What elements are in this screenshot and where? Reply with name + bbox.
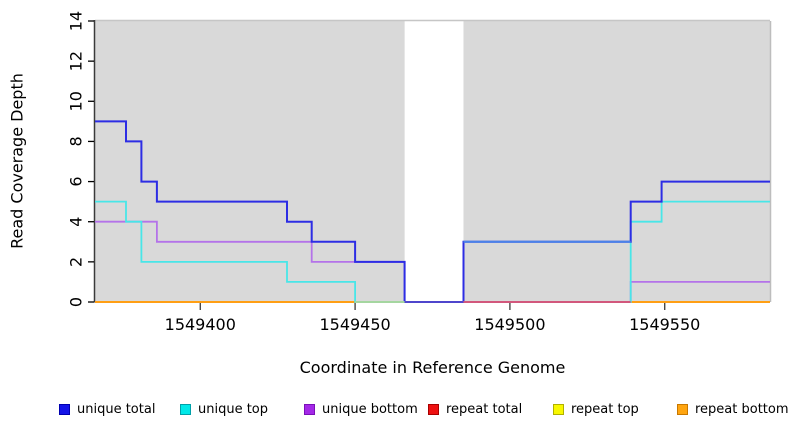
- y-tick-label: 8: [67, 136, 86, 146]
- legend-swatch-repeat-bottom: [677, 403, 688, 415]
- legend-item-repeat-top: repeat top: [553, 398, 639, 420]
- x-tick-label: 1549450: [319, 315, 390, 334]
- legend-label-repeat-top: repeat top: [571, 401, 639, 417]
- y-tick-label: 6: [67, 176, 86, 186]
- legend-swatch-unique-total: [59, 403, 70, 415]
- x-tick-label: 1549400: [165, 315, 236, 334]
- legend-swatch-unique-bottom: [304, 403, 315, 415]
- y-tick-label: 2: [67, 257, 86, 267]
- legend-swatch-repeat-total: [428, 403, 439, 415]
- legend-label-unique-bottom: unique bottom: [322, 401, 418, 417]
- legend-label-repeat-total: repeat total: [446, 401, 523, 417]
- legend-item-unique-total: unique total: [59, 398, 155, 420]
- y-tick-label: 12: [67, 51, 86, 71]
- series-line-unique-top: [95, 200, 770, 303]
- legend-swatch-repeat-top: [553, 403, 564, 415]
- series-line-unique-total: [95, 120, 770, 303]
- y-tick-label: 4: [67, 217, 86, 227]
- no-coverage-gap-region: [404, 21, 464, 302]
- legend-label-unique-top: unique top: [198, 401, 269, 417]
- legend-item-unique-top: unique top: [180, 398, 268, 420]
- y-tick-label: 10: [67, 91, 86, 111]
- y-axis-title: Read Coverage Depth: [7, 73, 27, 249]
- legend-label-repeat-bottom: repeat bottom: [695, 401, 789, 417]
- legend-item-repeat-bottom: repeat bottom: [677, 398, 789, 420]
- x-tick-label: 1549550: [629, 315, 700, 334]
- legend-item-unique-bottom: unique bottom: [304, 398, 418, 420]
- y-tick-label: 14: [67, 11, 86, 31]
- legend: unique total unique top unique bottom re…: [0, 398, 792, 422]
- x-axis-title: Coordinate in Reference Genome: [299, 358, 566, 377]
- x-tick-label: 1549500: [474, 315, 545, 334]
- y-tick-label: 0: [67, 297, 86, 307]
- legend-label-unique-total: unique total: [77, 401, 156, 417]
- legend-swatch-unique-top: [180, 403, 191, 415]
- legend-item-repeat-total: repeat total: [428, 398, 522, 420]
